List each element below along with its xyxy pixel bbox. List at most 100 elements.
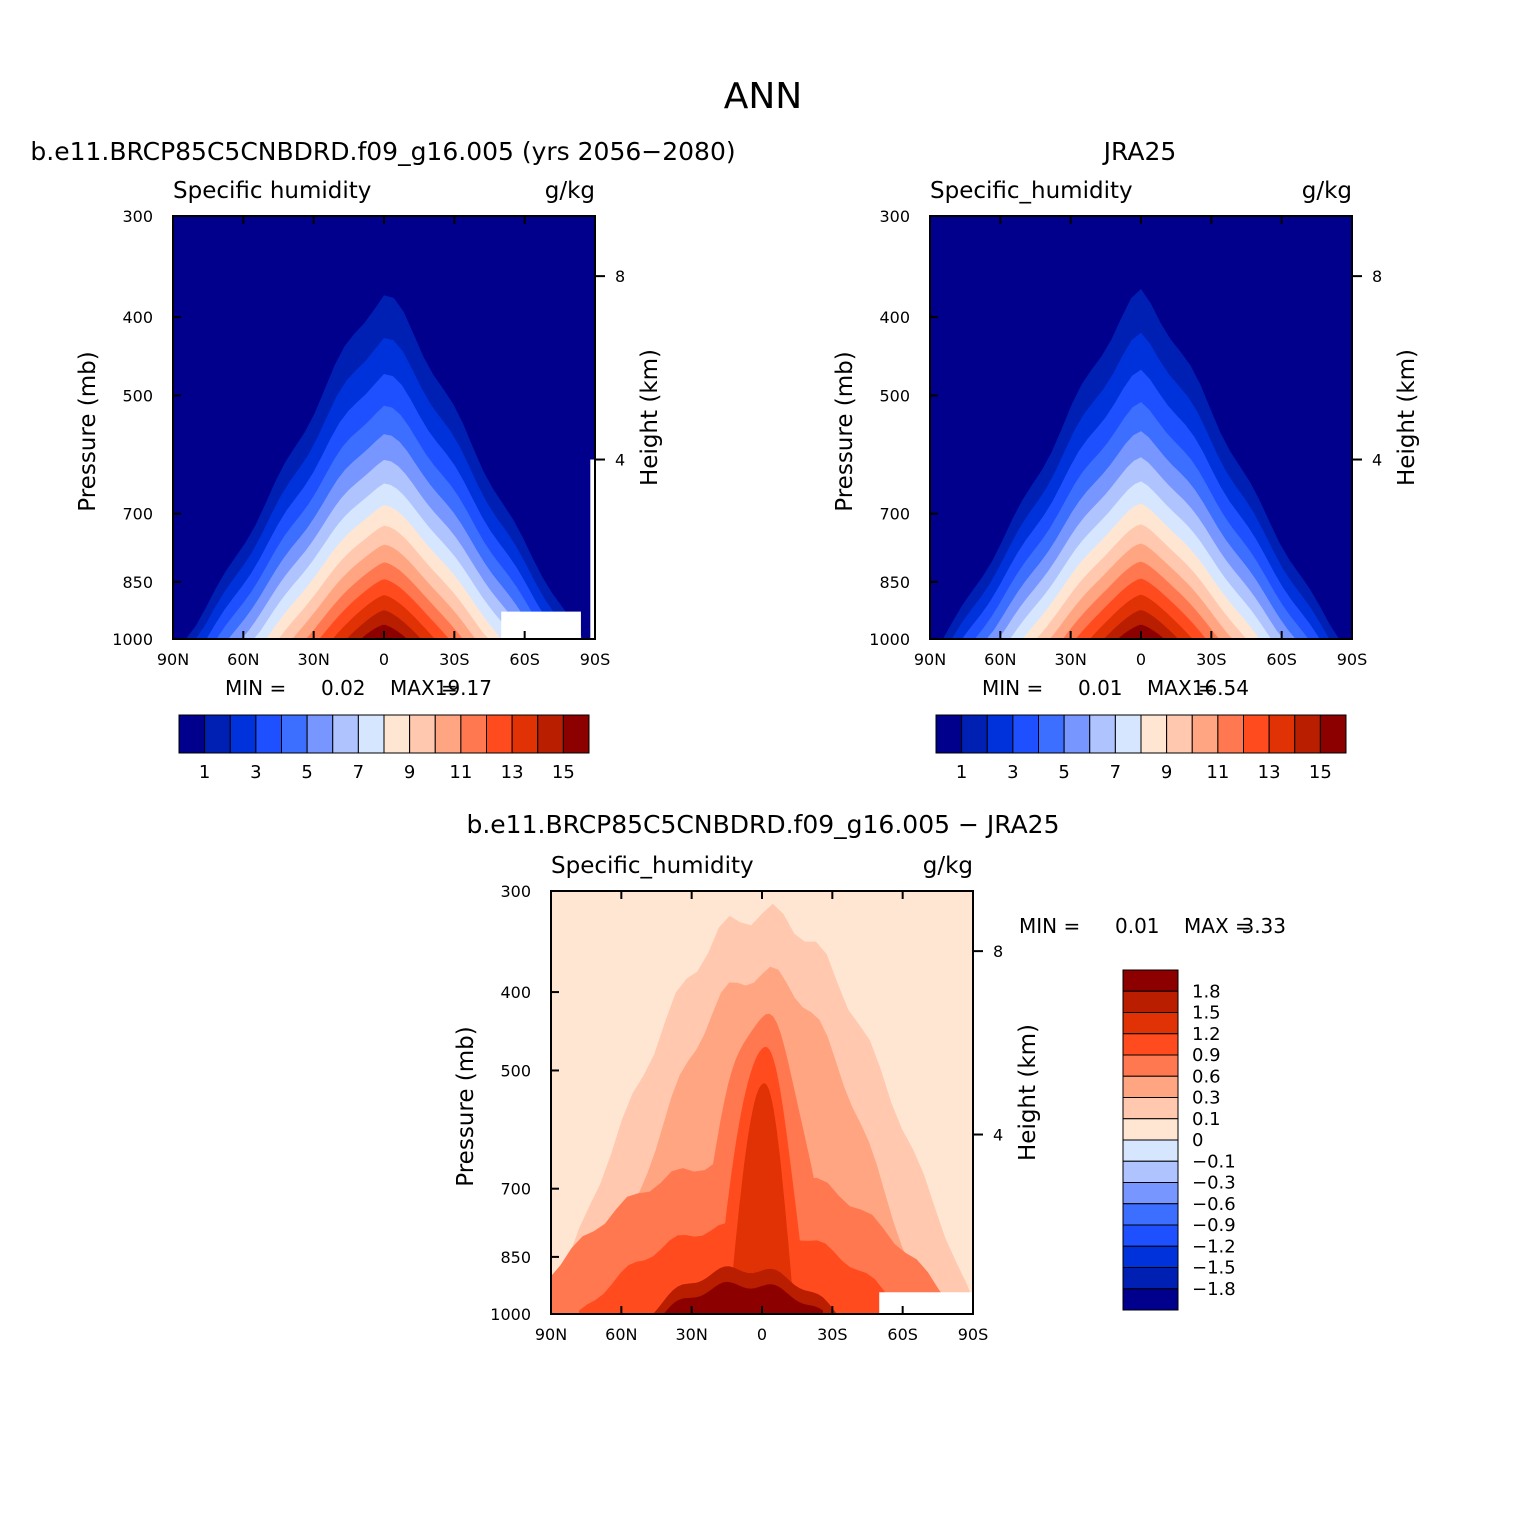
y-tick-label: 300 [879,207,910,226]
min-value: 0.02 [321,676,366,700]
max-label: MAX = [1184,914,1252,938]
colorbar-swatch [1191,714,1219,754]
min-label: MIN = [982,676,1043,700]
y-tick-label: 400 [879,308,910,327]
colorbar-label: 7 [1110,762,1121,783]
y-tick-label: 850 [122,573,153,592]
y-tick-label: 400 [122,308,153,327]
x-tick-label: 90N [157,650,189,669]
colorbar-swatch [1122,1139,1179,1162]
x-tick-label: 90S [1337,650,1368,669]
colorbar-label: 1.5 [1192,1003,1221,1024]
colorbar-label: −0.9 [1192,1215,1236,1236]
y-right-tick-label: 4 [615,451,625,470]
obs-panel: 90N 60N 30N 0 30S 60S 90S 300 400 500 700 850 1000 8 4… [832,137,1420,783]
x-tick-label: 30S [817,1325,848,1344]
colorbar-label: 7 [353,762,364,783]
colorbar-label: 5 [301,762,312,783]
colorbar-swatch [281,714,308,754]
colorbar-label: 15 [1309,762,1332,783]
contour-field [551,891,973,1314]
y-tick-label: 700 [122,505,153,524]
y-right-axis-label: Height (km) [1015,1024,1041,1161]
colorbar-swatch [1114,714,1142,754]
x-tick-label: 90S [958,1325,989,1344]
y-tick-label: 850 [879,573,910,592]
y-axis-label: Pressure (mb) [832,351,858,511]
colorbar-label: 13 [501,762,524,783]
x-tick-label: 60N [605,1325,637,1344]
colorbar-label: 1 [956,762,967,783]
colorbar-swatch [1122,1075,1179,1098]
y-tick-label: 850 [500,1248,531,1267]
colorbar-swatch [1217,714,1244,754]
variable-label: Specific humidity [173,178,371,204]
colorbar-swatch [332,714,359,754]
colorbar-swatch [486,714,513,754]
colorbar-swatch [255,714,282,754]
colorbar-swatch [1268,714,1296,754]
colorbar-swatch [1122,1203,1179,1226]
colorbar-label: −1.2 [1192,1236,1236,1257]
y-tick-label: 500 [879,386,910,405]
colorbar-label: 9 [1161,762,1172,783]
x-tick-label: 0 [379,650,389,669]
colorbar-label: 1.8 [1192,981,1221,1002]
colorbar-label: 3 [250,762,261,783]
x-tick-label: 30N [1055,650,1087,669]
max-value: 16.54 [1192,676,1249,700]
colorbar-swatch [1122,1012,1179,1035]
y-right-tick-label: 8 [1372,267,1382,286]
colorbar-swatch [1012,714,1039,754]
colorbar-swatch [935,714,963,754]
colorbar-swatch [1122,1160,1179,1183]
contour-band [663,1281,823,1314]
max-label: MAX = [1147,676,1215,700]
colorbar-swatch [178,714,206,754]
colorbar-label: 13 [1258,762,1281,783]
x-tick-label: 0 [757,1325,767,1344]
colorbar-label: 5 [1058,762,1069,783]
min-value: 0.01 [1115,914,1160,938]
colorbar-swatch [1166,714,1193,754]
colorbar-swatch [1122,1224,1179,1247]
y-tick-label: 700 [879,505,910,524]
model-panel: 90N 60N 30N 0 30S 60S 90S 300 400 500 700 850 1000 8 4… [30,137,735,783]
y-tick-label: 300 [500,882,531,901]
x-tick-label: 90N [535,1325,567,1344]
x-tick-label: 60S [887,1325,918,1344]
colorbar-label: 0.6 [1192,1066,1221,1087]
colorbar-swatch [1122,1245,1179,1268]
y-right-axis-label: Height (km) [637,349,663,486]
contour-band [346,610,422,639]
colorbar-swatch [1140,714,1168,754]
contour-band [729,1083,795,1314]
colorbar-label: 0.1 [1192,1109,1221,1130]
x-tick-label: 30S [1196,650,1227,669]
missing-data [590,459,595,639]
max-value: 3.33 [1241,914,1286,938]
variable-label: Specific_humidity [930,178,1133,204]
colorbar-label: 11 [449,762,472,783]
y-right-tick-label: 4 [1372,451,1382,470]
diff-panel: 90N 60N 30N 0 30S 60S 90S 300 400 500 700 850 1000 8 4… [453,810,1286,1344]
contour-band [1103,610,1179,639]
x-tick-label: 30S [439,650,470,669]
units-label: g/kg [923,853,973,879]
contour-field [930,216,1352,639]
y-axis-label: Pressure (mb) [75,351,101,511]
y-tick-label: 1000 [869,630,910,649]
x-tick-label: 60S [1266,650,1297,669]
colorbar-swatch [460,714,487,754]
missing-data [501,611,581,639]
units-label: g/kg [1302,178,1352,204]
colorbar-swatch [1122,1033,1179,1056]
colorbar-swatch [383,714,411,754]
y-right-tick-label: 8 [615,267,625,286]
colorbar-label: 1.2 [1192,1024,1221,1045]
y-tick-label: 1000 [112,630,153,649]
colorbar-swatch [511,714,539,754]
colorbar-label: 0.9 [1192,1045,1221,1066]
min-label: MIN = [225,676,286,700]
colorbar-swatch [1122,990,1179,1013]
